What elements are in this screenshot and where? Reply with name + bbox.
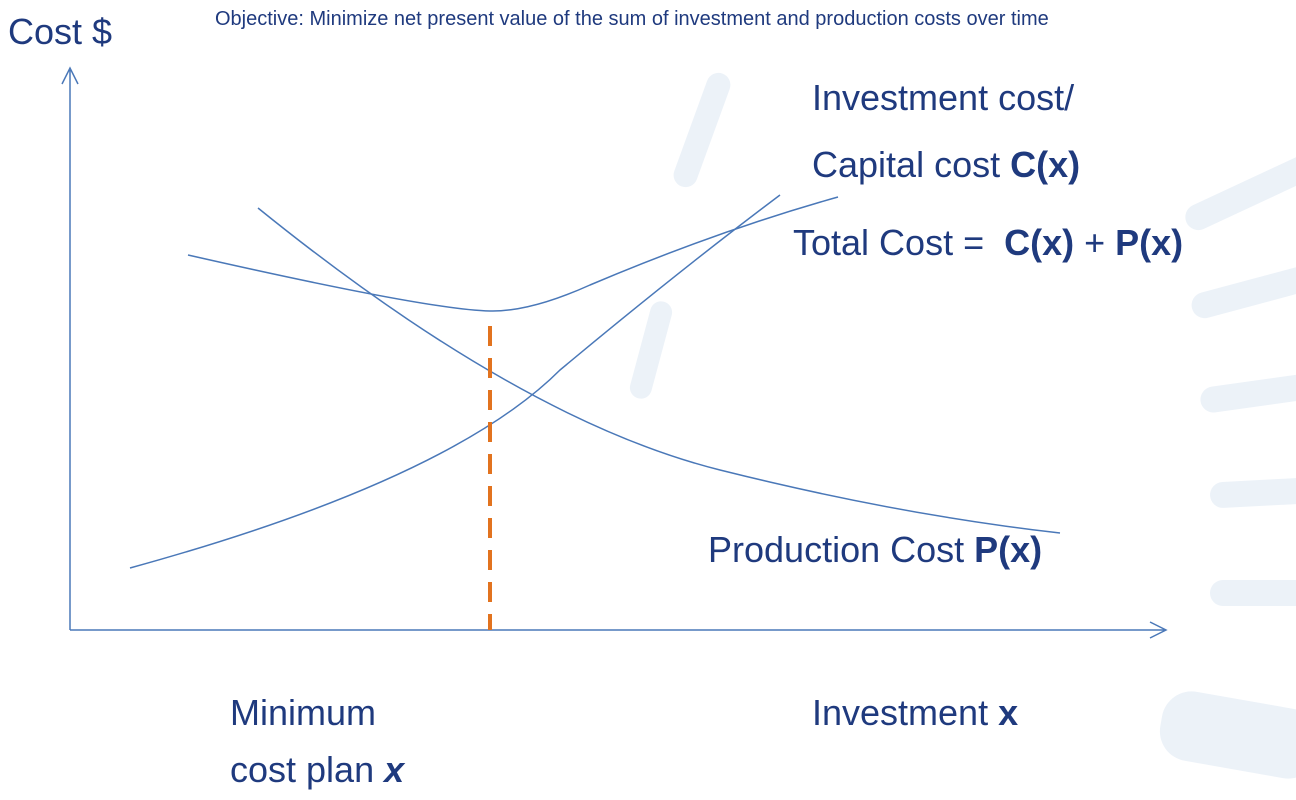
symbol: C(x) [1010, 144, 1081, 185]
minimum-plan-line1: Minimum [230, 692, 377, 733]
y-axis [61, 66, 79, 630]
symbol: x [384, 749, 405, 790]
production-cost-label: Production Cost P(x) [708, 532, 1042, 568]
total-cost-curve [187, 196, 839, 312]
total-cost-label: Total Cost = C(x) + P(x) [793, 225, 1183, 261]
text: cost plan [230, 749, 375, 790]
y-axis-label: Cost $ [8, 11, 113, 52]
symbol: x [998, 692, 1019, 733]
text: Total Cost = [793, 222, 985, 263]
x-axis-label: Investment x [812, 695, 1018, 731]
objective: Objective: Minimize net present value of… [215, 8, 1049, 30]
background-decoration [629, 72, 1296, 779]
capital-cost-label: Capital cost C(x) [812, 147, 1080, 183]
x-axis [70, 621, 1168, 639]
minimum-plan-line2: cost plan x [230, 752, 404, 788]
term: C(x) [1004, 222, 1075, 263]
operator: + [1084, 222, 1106, 263]
text: Production Cost [708, 529, 965, 570]
term: P(x) [1115, 222, 1184, 263]
text: Investment [812, 692, 989, 733]
capital-cost-line1: Investment cost/ [812, 77, 1075, 118]
symbol: P(x) [974, 529, 1043, 570]
production-cost-curve [257, 207, 1061, 534]
text: Capital cost [812, 144, 1001, 185]
capital-cost-curve [129, 194, 781, 569]
